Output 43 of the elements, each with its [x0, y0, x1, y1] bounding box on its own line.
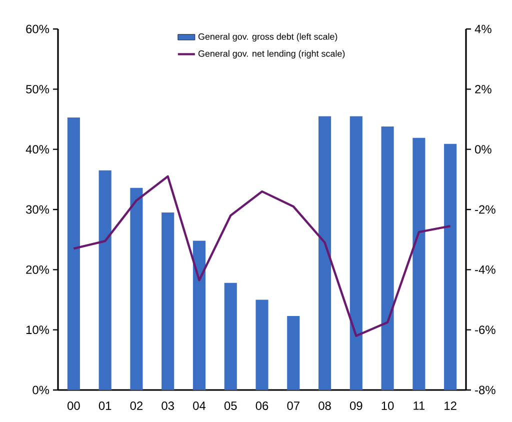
- y-tick-label: 10%: [26, 326, 50, 334]
- x-tick-label: 01: [98, 402, 112, 410]
- bar: [256, 300, 268, 390]
- y2-tick-label: 2%: [475, 84, 492, 94]
- bar: [162, 212, 174, 390]
- y-tick-label: 50%: [26, 84, 50, 94]
- bar: [318, 116, 332, 390]
- x-tick-label: 09: [350, 402, 362, 410]
- y-tick-label: 40%: [26, 145, 50, 154]
- bar: [381, 126, 394, 390]
- legend-label: General gov. gross debt (left scale): [198, 33, 338, 42]
- y2-tick-label: 0%: [474, 145, 492, 154]
- y-tick-label: 20%: [26, 265, 50, 274]
- bar: [224, 282, 237, 390]
- x-tick-label: 12: [444, 402, 456, 410]
- bar: [350, 116, 362, 390]
- x-tick-label: 06: [256, 402, 268, 410]
- y2-tick-label: -6%: [475, 326, 496, 334]
- y-tick-label: 0%: [32, 386, 50, 394]
- x-tick-label: 11: [414, 402, 425, 410]
- y2-tick-label: 4%: [474, 24, 492, 34]
- bar: [412, 138, 426, 390]
- legend-label: General gov. net lending (right scale): [198, 50, 345, 59]
- bar: [98, 170, 112, 390]
- x-tick-label: 02: [130, 402, 143, 410]
- y2-tick-label: -8%: [475, 386, 496, 394]
- x-tick-label: 04: [193, 402, 206, 410]
- bar: [287, 316, 300, 390]
- bar: [192, 240, 206, 390]
- x-tick-label: 10: [382, 402, 394, 410]
- bar: [67, 117, 80, 390]
- bar: [130, 188, 143, 390]
- x-tick-label: 00: [68, 402, 80, 410]
- y2-tick-label: -4%: [475, 265, 496, 274]
- bar: [444, 144, 457, 390]
- x-tick-label: 03: [162, 402, 174, 410]
- x-tick-label: 08: [318, 402, 331, 410]
- x-tick-label: 05: [224, 402, 237, 410]
- x-tick-label: 07: [287, 402, 300, 410]
- y-tick-label: 30%: [26, 205, 50, 214]
- y2-tick-label: -2%: [475, 205, 496, 214]
- line-series: [72, 175, 452, 337]
- y-tick-label: 60%: [26, 24, 50, 34]
